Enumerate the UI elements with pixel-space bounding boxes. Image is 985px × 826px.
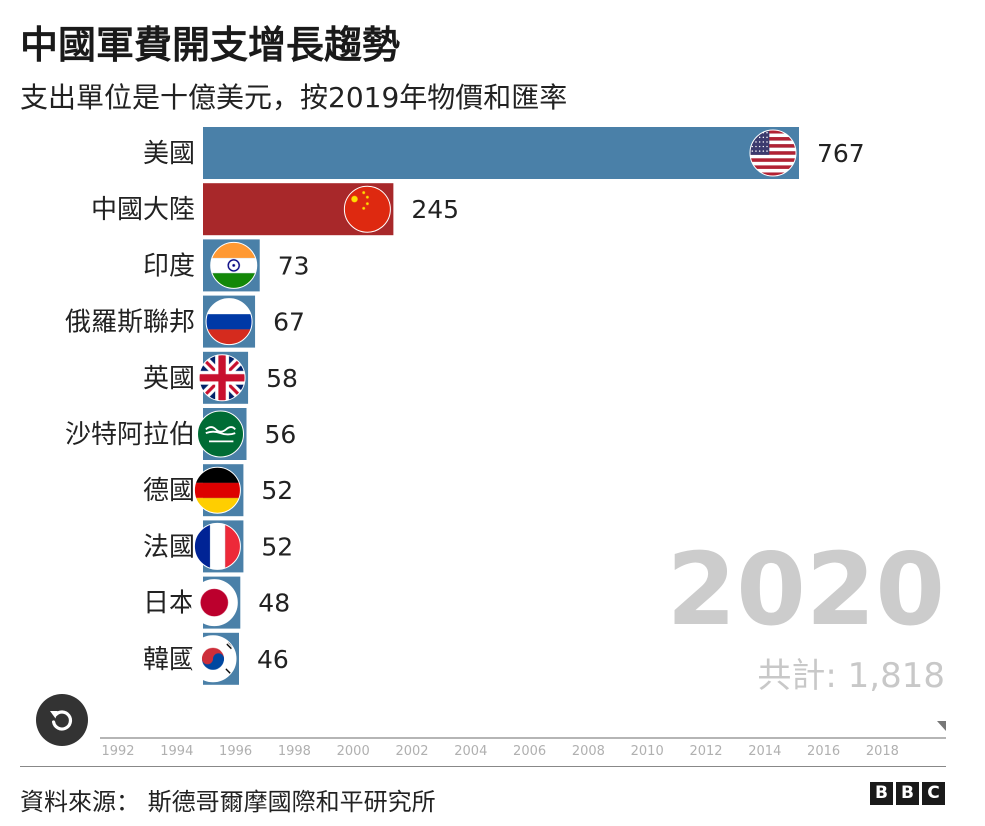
uk-flag-icon (198, 354, 246, 402)
bbc-logo: B B C (870, 782, 945, 805)
category-label: 印度 (143, 251, 195, 281)
value-label: 67 (273, 308, 305, 337)
korea-flag-icon (189, 635, 237, 683)
bar-row: 美國 767 (143, 127, 865, 179)
bar-row: 韓國 46 (143, 632, 289, 685)
timeline-tick-label[interactable]: 2000 (337, 744, 370, 758)
replay-icon (50, 710, 73, 731)
category-label: 法國 (143, 532, 195, 562)
timeline-tick-label[interactable]: 2012 (689, 744, 722, 758)
bbc-logo-letter: B (896, 782, 919, 805)
germany-flag-icon (193, 466, 241, 514)
timeline-tick-label[interactable]: 2004 (454, 744, 487, 758)
source-text: 資料來源： 斯德哥爾摩國際和平研究所 (20, 788, 436, 816)
chart-title: 中國軍費開支增長趨勢 (20, 23, 401, 67)
timeline-tick-label[interactable]: 2014 (748, 744, 781, 758)
category-label: 日本 (143, 589, 195, 619)
category-label: 英國 (143, 364, 195, 394)
timeline-tick-label[interactable]: 2006 (513, 744, 546, 758)
bbc-logo-letter: C (922, 782, 945, 805)
timeline-playhead[interactable] (937, 721, 946, 731)
india-flag-icon (210, 241, 258, 289)
value-label: 73 (278, 251, 310, 280)
value-label: 245 (411, 195, 459, 224)
bar-row: 英國 58 (143, 351, 298, 404)
timeline-tick-label[interactable]: 1992 (101, 744, 134, 758)
bar-row: 法國 52 (143, 520, 293, 573)
value-label: 767 (817, 139, 865, 168)
value-label: 48 (258, 589, 290, 618)
timeline-tick-labels: 1992 1994 1996 1998 2000 2002 2004 2006 2008 2010… (101, 744, 899, 758)
value-label: 52 (261, 476, 293, 505)
timeline-tick-label[interactable]: 2018 (866, 744, 899, 758)
value-label: 46 (257, 645, 289, 674)
year-label: 2020 (666, 531, 945, 648)
usa-flag-icon (749, 129, 797, 177)
footer-divider (20, 766, 946, 767)
category-label: 俄羅斯聯邦 (65, 308, 195, 338)
bar-row: 德國 52 (143, 464, 293, 517)
value-label: 52 (261, 532, 293, 561)
replay-button[interactable] (36, 694, 88, 746)
france-flag-icon (193, 522, 241, 570)
timeline-tick-label[interactable]: 1998 (278, 744, 311, 758)
japan-flag-icon (190, 579, 238, 627)
timeline-tick-label[interactable]: 2002 (395, 744, 428, 758)
russia-flag-icon (205, 298, 253, 346)
bbc-logo-letter: B (870, 782, 893, 805)
bar-row: 印度 73 (143, 239, 310, 292)
china-flag-icon (343, 185, 391, 233)
category-label: 美國 (143, 139, 195, 169)
category-label: 中國大陸 (91, 195, 195, 225)
category-label: 韓國 (143, 645, 195, 675)
bar-row: 沙特阿拉伯 56 (65, 408, 296, 460)
timeline-tick-label[interactable]: 2010 (631, 744, 664, 758)
timeline-tick-label[interactable]: 1996 (219, 744, 252, 758)
category-label: 沙特阿拉伯 (65, 420, 195, 450)
timeline-tick-label[interactable]: 2016 (807, 744, 840, 758)
timeline-track[interactable] (100, 737, 946, 739)
value-label: 58 (266, 364, 298, 393)
bar-row: 中國大陸 245 (91, 183, 459, 236)
value-label: 56 (265, 420, 297, 449)
total-label: 共計: 1,818 (757, 656, 945, 696)
bar-row: 日本 48 (143, 576, 290, 629)
bar-row: 俄羅斯聯邦 67 (65, 295, 305, 348)
saudi-flag-icon (197, 410, 245, 458)
timeline-tick-label[interactable]: 2008 (572, 744, 605, 758)
timeline-tick-label[interactable]: 1994 (160, 744, 193, 758)
category-label: 德國 (143, 476, 195, 506)
bar (203, 127, 799, 179)
chart-subtitle: 支出單位是十億美元，按2019年物價和匯率 (20, 81, 568, 114)
